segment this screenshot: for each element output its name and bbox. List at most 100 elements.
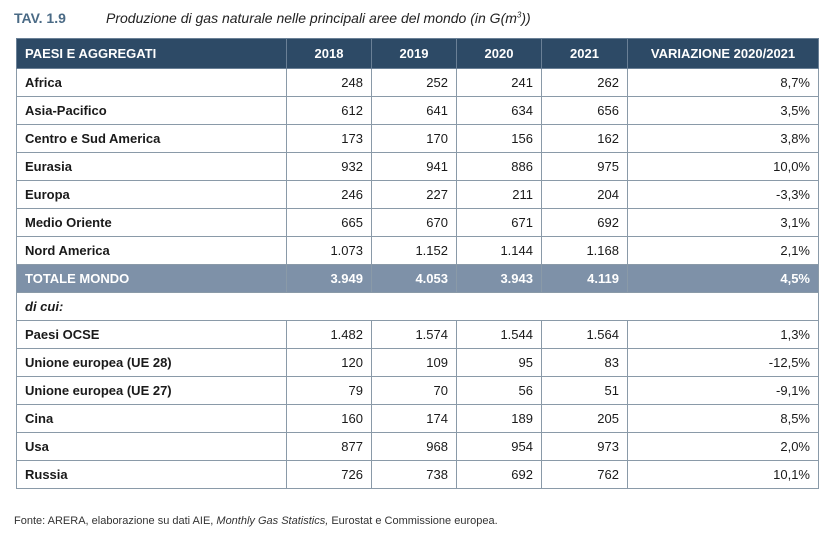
value-cell: 248 (286, 68, 372, 97)
di-cui-label: di cui: (16, 292, 819, 321)
value-cell: 120 (286, 348, 372, 377)
value-cell: 189 (456, 404, 542, 433)
value-cell: 692 (456, 460, 542, 489)
value-cell: 656 (541, 96, 628, 125)
value-cell: 174 (371, 404, 457, 433)
value-cell: 634 (456, 96, 542, 125)
row-label-cell: Europa (16, 180, 287, 209)
value-cell: 170 (371, 124, 457, 153)
value-cell: 10,0% (627, 152, 819, 181)
value-cell: 204 (541, 180, 628, 209)
column-header: VARIAZIONE 2020/2021 (627, 38, 819, 69)
column-header: 2020 (456, 38, 542, 69)
source-footnote: Fonte: ARERA, elaborazione su dati AIE, … (14, 515, 498, 527)
row-label-cell: Unione europea (UE 27) (16, 376, 287, 405)
value-cell: 4,5% (627, 264, 819, 293)
value-cell: 95 (456, 348, 542, 377)
value-cell: 1.544 (456, 320, 542, 349)
column-header: 2018 (286, 38, 372, 69)
value-cell: 4.053 (371, 264, 457, 293)
value-cell: 641 (371, 96, 457, 125)
table-row: Europa 246 227 211 204 -3,3% (16, 180, 819, 209)
table-row: Cina 160 174 189 205 8,5% (16, 404, 819, 433)
footnote-italic: Monthly Gas Statistics, (216, 515, 329, 527)
title-end: )) (521, 10, 531, 26)
value-cell: 1.574 (371, 320, 457, 349)
value-cell: 2,0% (627, 432, 819, 461)
value-cell: 1.144 (456, 236, 542, 265)
value-cell: -9,1% (627, 376, 819, 405)
value-cell: 968 (371, 432, 457, 461)
value-cell: 262 (541, 68, 628, 97)
row-label-cell: Eurasia (16, 152, 287, 181)
value-cell: 1,3% (627, 320, 819, 349)
footnote-suffix: Eurostat e Commissione europea. (328, 515, 498, 527)
gas-production-table: PAESI E AGGREGATI 2018 2019 2020 2021 VA… (16, 38, 819, 489)
row-label-cell: Nord America (16, 236, 287, 265)
value-cell: 227 (371, 180, 457, 209)
column-header: PAESI E AGGREGATI (16, 38, 287, 69)
value-cell: 941 (371, 152, 457, 181)
value-cell: 665 (286, 208, 372, 237)
value-cell: 932 (286, 152, 372, 181)
header-row: PAESI E AGGREGATI 2018 2019 2020 2021 VA… (16, 38, 819, 69)
value-cell: 83 (541, 348, 628, 377)
value-cell: 671 (456, 208, 542, 237)
title-text: Produzione di gas naturale nelle princip… (106, 10, 517, 26)
title-superscript: 3 (516, 10, 522, 20)
total-row: TOTALE MONDO 3.949 4.053 3.943 4.119 4,5% (16, 264, 819, 293)
value-cell: 173 (286, 124, 372, 153)
column-header: 2019 (371, 38, 457, 69)
row-label-cell: Africa (16, 68, 287, 97)
table-row: Unione europea (UE 27) 79 70 56 51 -9,1% (16, 376, 819, 405)
table-body: Africa 248 252 241 262 8,7% Asia-Pacifico 612 64… (16, 68, 819, 489)
value-cell: 79 (286, 376, 372, 405)
value-cell: 3,1% (627, 208, 819, 237)
row-label-cell: Russia (16, 460, 287, 489)
value-cell: 692 (541, 208, 628, 237)
value-cell: 1.482 (286, 320, 372, 349)
value-cell: 738 (371, 460, 457, 489)
table-row: Usa 877 968 954 973 2,0% (16, 432, 819, 461)
row-label-cell: Cina (16, 404, 287, 433)
table-row: Medio Oriente 665 670 671 692 3,1% (16, 208, 819, 237)
value-cell: 109 (371, 348, 457, 377)
value-cell: 70 (371, 376, 457, 405)
value-cell: 726 (286, 460, 372, 489)
value-cell: -12,5% (627, 348, 819, 377)
row-label-cell: TOTALE MONDO (16, 264, 287, 293)
value-cell: 156 (456, 124, 542, 153)
value-cell: 162 (541, 124, 628, 153)
value-cell: 612 (286, 96, 372, 125)
value-cell: 241 (456, 68, 542, 97)
value-cell: 51 (541, 376, 628, 405)
row-label-cell: Centro e Sud America (16, 124, 287, 153)
table-row: Russia 726 738 692 762 10,1% (16, 460, 819, 489)
di-cui-row: di cui: (16, 292, 819, 321)
value-cell: 1.564 (541, 320, 628, 349)
value-cell: 762 (541, 460, 628, 489)
table-number: TAV. 1.9 (14, 10, 66, 26)
value-cell: 4.119 (541, 264, 628, 293)
value-cell: 252 (371, 68, 457, 97)
table-row: Unione europea (UE 28) 120 109 95 83 -12,5% (16, 348, 819, 377)
value-cell: 211 (456, 180, 542, 209)
value-cell: 886 (456, 152, 542, 181)
value-cell: 973 (541, 432, 628, 461)
value-cell: 3,8% (627, 124, 819, 153)
value-cell: 8,5% (627, 404, 819, 433)
table-row: Nord America 1.073 1.152 1.144 1.168 2,1% (16, 236, 819, 265)
footnote-prefix: Fonte: ARERA, elaborazione su dati AIE, (14, 515, 217, 527)
value-cell: -3,3% (627, 180, 819, 209)
row-label-cell: Usa (16, 432, 287, 461)
value-cell: 877 (286, 432, 372, 461)
row-label-cell: Paesi OCSE (16, 320, 287, 349)
table-row: Eurasia 932 941 886 975 10,0% (16, 152, 819, 181)
table-row: Africa 248 252 241 262 8,7% (16, 68, 819, 97)
value-cell: 3,5% (627, 96, 819, 125)
value-cell: 8,7% (627, 68, 819, 97)
title-row: TAV. 1.9 Produzione di gas naturale nell… (14, 10, 531, 30)
value-cell: 1.168 (541, 236, 628, 265)
value-cell: 160 (286, 404, 372, 433)
page-title: Produzione di gas naturale nelle princip… (106, 10, 531, 26)
